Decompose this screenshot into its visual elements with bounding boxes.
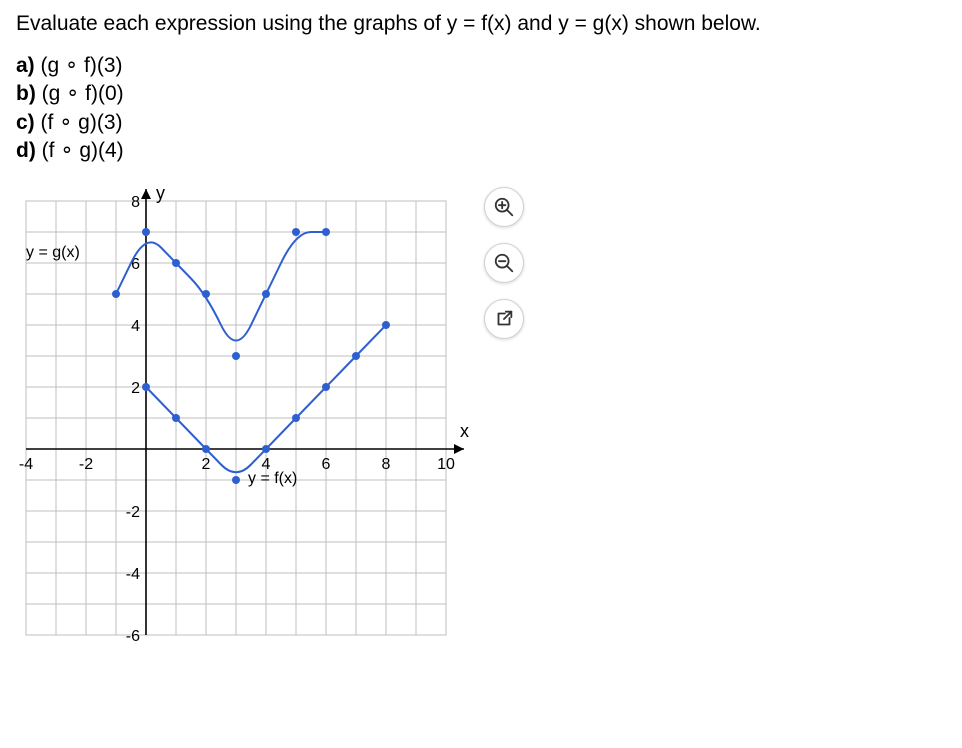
zoom-out-button[interactable] [484,243,524,283]
svg-text:6: 6 [322,456,331,473]
coordinate-graph: -4-2246810-6-4-22468xyy = f(x)y = g(x) [16,185,476,645]
open-new-window-icon [493,308,515,330]
part-b-expr: (g ∘ f)(0) [42,82,124,105]
svg-text:8: 8 [382,456,391,473]
part-c: c) (f ∘ g)(3) [16,109,946,137]
part-d-label: d) [16,139,36,162]
svg-text:-2: -2 [79,456,93,473]
svg-text:x: x [460,421,469,441]
svg-text:y = f(x): y = f(x) [248,470,297,487]
svg-text:y = g(x): y = g(x) [26,244,80,261]
graph-panel: -4-2246810-6-4-22468xyy = f(x)y = g(x) [16,185,476,645]
part-c-expr: (f ∘ g)(3) [41,111,123,134]
graph-tools [484,187,524,339]
svg-text:4: 4 [131,318,140,335]
part-c-label: c) [16,111,35,134]
part-a-expr: (g ∘ f)(3) [41,54,123,77]
svg-text:y: y [156,185,165,203]
part-a: a) (g ∘ f)(3) [16,52,946,80]
svg-text:-6: -6 [126,628,140,645]
zoom-in-button[interactable] [484,187,524,227]
open-new-window-button[interactable] [484,299,524,339]
svg-text:2: 2 [131,380,140,397]
svg-text:-2: -2 [126,504,140,521]
svg-text:8: 8 [131,194,140,211]
svg-text:2: 2 [202,456,211,473]
svg-text:10: 10 [437,456,455,473]
part-b: b) (g ∘ f)(0) [16,80,946,108]
zoom-in-icon [493,196,515,218]
part-d-expr: (f ∘ g)(4) [42,139,124,162]
zoom-out-icon [493,252,515,274]
part-a-label: a) [16,54,35,77]
question-prompt: Evaluate each expression using the graph… [16,12,946,36]
part-d: d) (f ∘ g)(4) [16,137,946,165]
question-parts: a) (g ∘ f)(3) b) (g ∘ f)(0) c) (f ∘ g)(3… [16,52,946,165]
part-b-label: b) [16,82,36,105]
svg-text:-4: -4 [126,566,140,583]
svg-text:-4: -4 [19,456,33,473]
